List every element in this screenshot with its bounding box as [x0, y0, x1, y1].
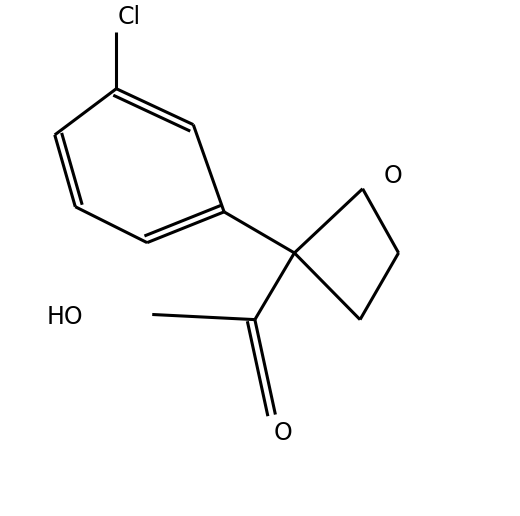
Text: O: O — [383, 164, 402, 188]
Text: O: O — [274, 421, 292, 444]
Text: HO: HO — [46, 305, 83, 329]
Text: Cl: Cl — [118, 5, 141, 29]
